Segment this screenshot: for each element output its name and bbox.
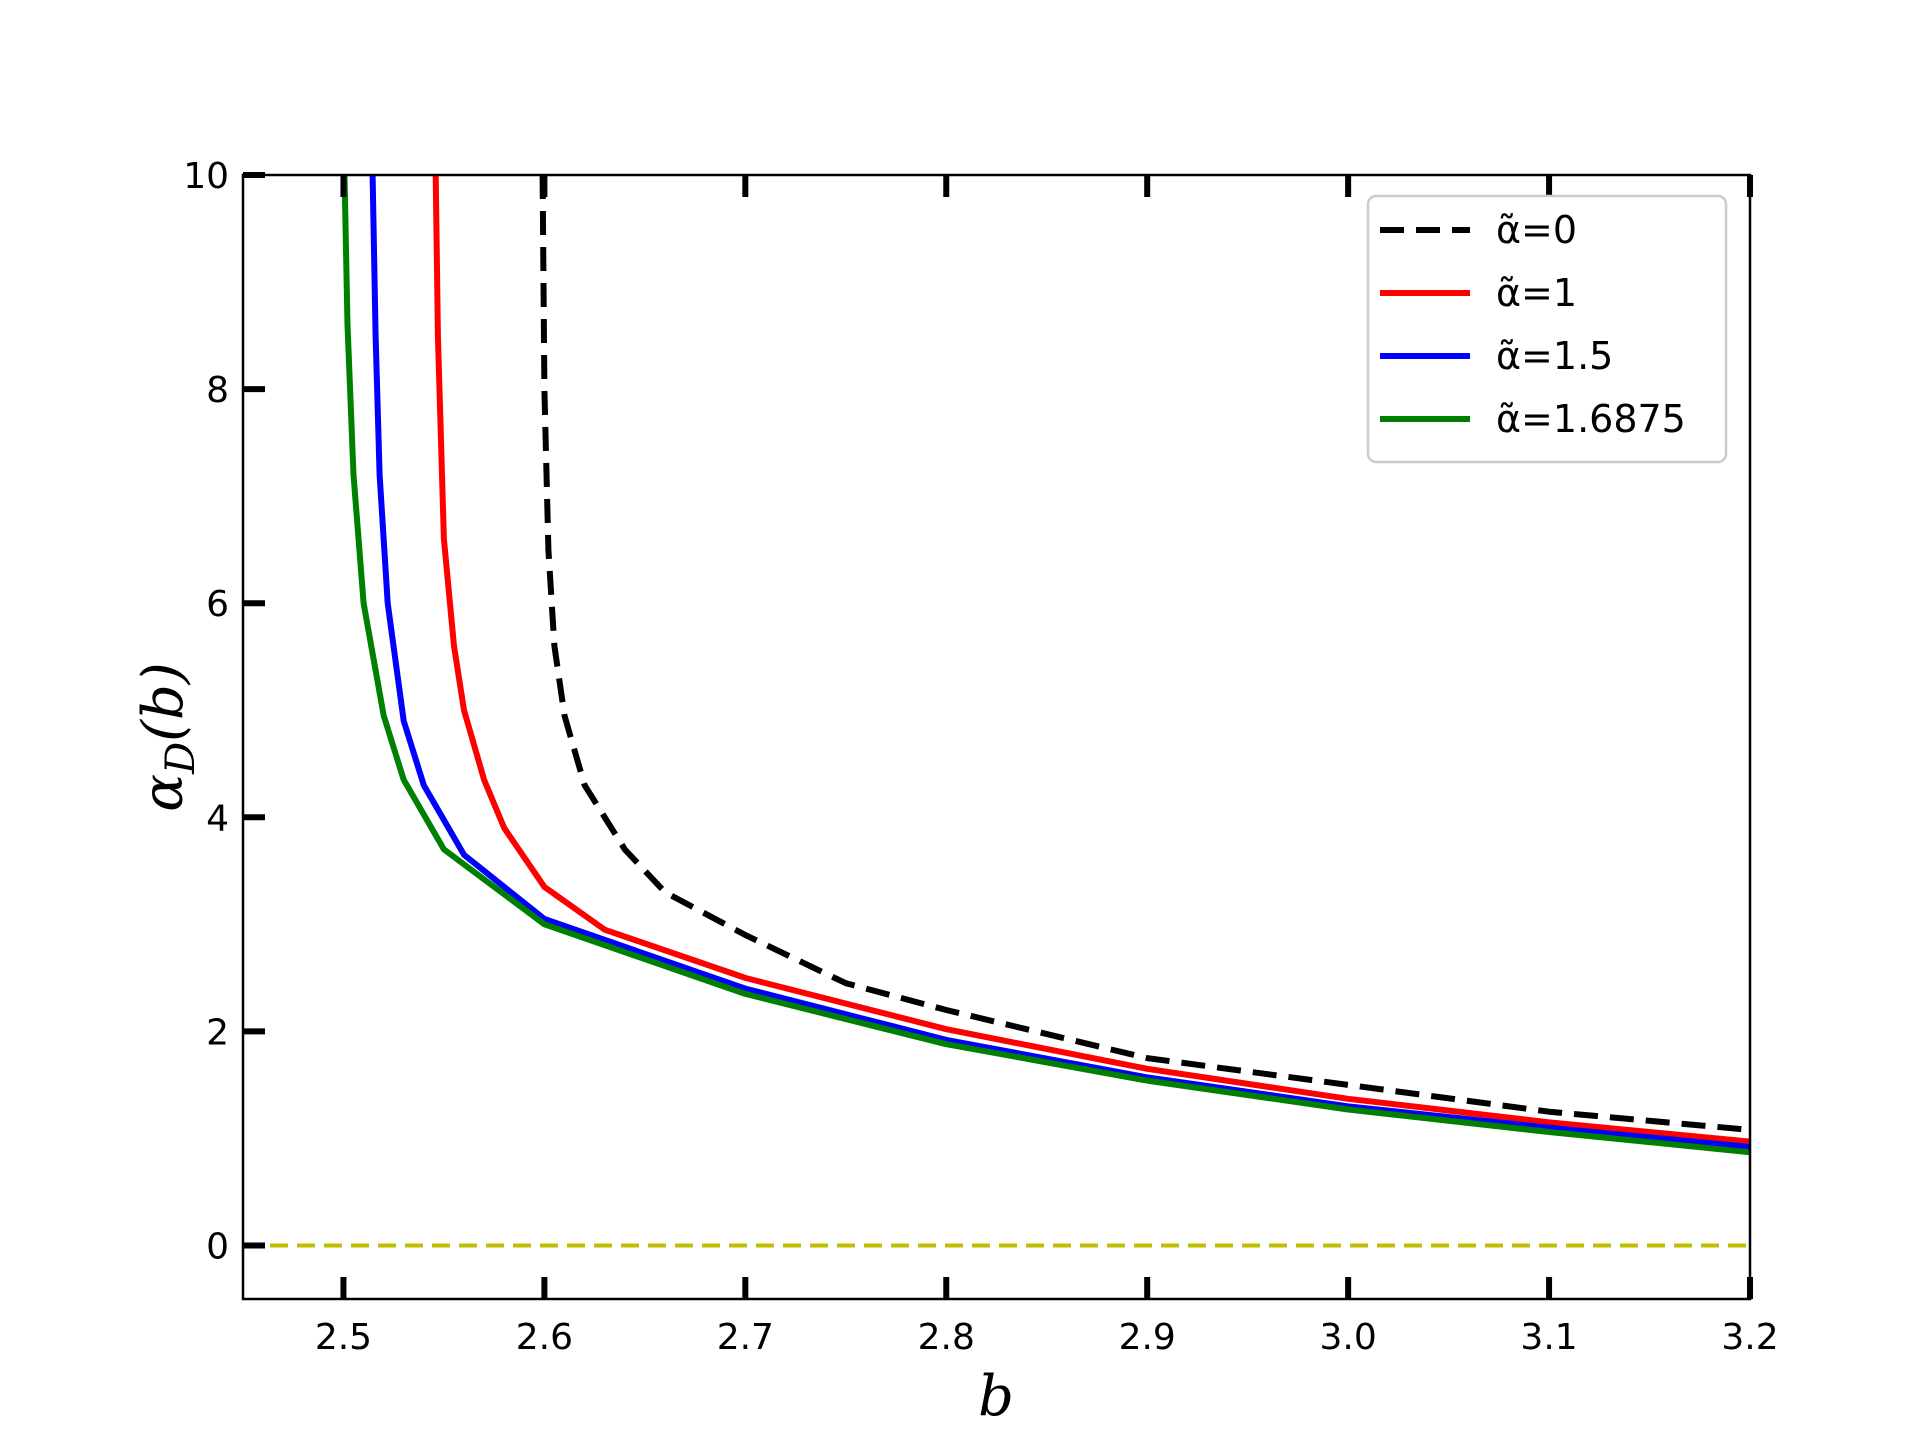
y-axis-label: αD(b): [131, 662, 204, 811]
legend-label-2: α̃=1.5: [1496, 334, 1613, 378]
legend-box: [1366, 194, 1728, 464]
ticks-layer: 2.5 2.6 2.7 2.8 2.9 3.0 3.1 3.2 0 2 4 6 8 10: [183, 156, 1778, 1358]
x-tick-label: 3.2: [1721, 1317, 1778, 1358]
x-tick-label: 3.0: [1320, 1317, 1377, 1358]
series-layer: [243, 174, 1751, 1248]
legend-label-0: α̃=0: [1496, 208, 1577, 252]
y-tick-label: 0: [206, 1226, 229, 1267]
legend: α̃=0 α̃=1 α̃=1.5 α̃=1.6875: [1366, 194, 1728, 464]
y-tick-label: 6: [206, 584, 229, 625]
y-tick-label: 2: [206, 1012, 229, 1053]
series-line-2: [369, 174, 1751, 1150]
legend-label-3: α̃=1.6875: [1496, 397, 1686, 441]
x-axis-label: b: [978, 1364, 1014, 1429]
y-tick-label: 4: [206, 798, 229, 839]
x-tick-label: 2.8: [918, 1317, 975, 1358]
legend-label-1: α̃=1: [1496, 271, 1577, 315]
series-line-3: [341, 174, 1751, 1156]
series-line-0: [539, 174, 1751, 1133]
plot-frame: [241, 173, 1752, 1301]
x-tick-label: 2.9: [1119, 1317, 1176, 1358]
x-tick-label: 3.1: [1520, 1317, 1577, 1358]
x-tick-label: 2.6: [516, 1317, 573, 1358]
series-line-1: [432, 174, 1751, 1145]
y-tick-label: 10: [183, 156, 229, 197]
x-tick-label: 2.5: [315, 1317, 372, 1358]
x-tick-label: 2.7: [717, 1317, 774, 1358]
y-tick-label: 8: [206, 370, 229, 411]
